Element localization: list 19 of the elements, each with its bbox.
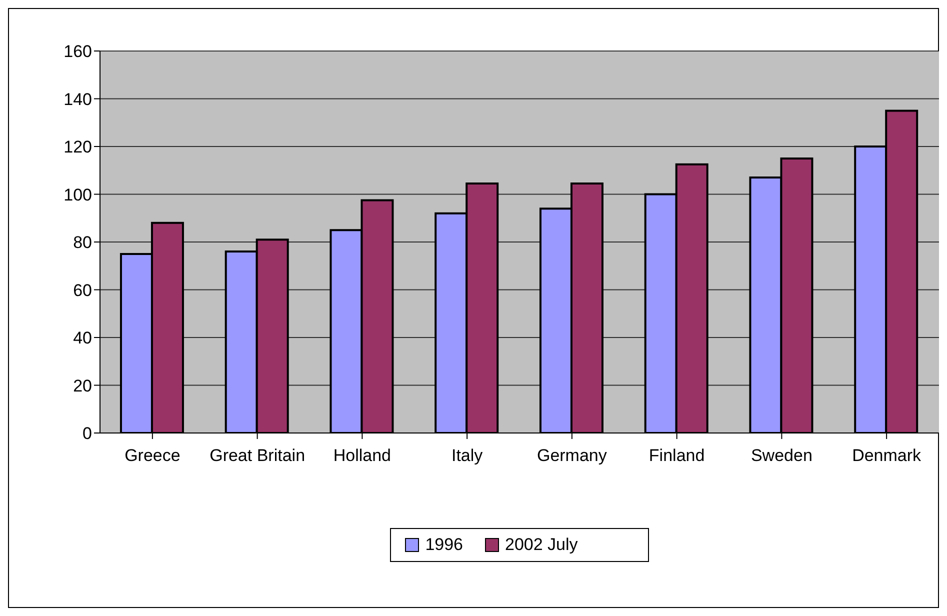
x-tick-label: Denmark	[852, 446, 922, 466]
x-tick-label: Finland	[648, 446, 705, 466]
y-tick-label: 100	[64, 185, 92, 204]
x-tick-label: Sweden	[750, 446, 812, 466]
legend-label: 1996	[425, 535, 464, 555]
x-tick-label: Greece	[124, 446, 180, 466]
y-tick-label: 120	[64, 138, 92, 157]
y-tick-label: 20	[73, 376, 92, 396]
y-tick-label: 0	[82, 424, 92, 444]
y-tick-label: 140	[64, 90, 92, 109]
y-tick-label: 80	[73, 233, 92, 252]
x-tick-label: Italy	[451, 446, 484, 466]
y-tick-label: 160	[64, 42, 92, 62]
x-tick-label: Holland	[333, 446, 392, 466]
x-tick-label: Germany	[536, 446, 608, 466]
y-tick-label: 40	[73, 328, 92, 348]
legend-label: 2002 July	[505, 535, 578, 555]
y-tick-label: 60	[73, 280, 92, 300]
x-tick-label: Great Britain	[210, 446, 306, 466]
